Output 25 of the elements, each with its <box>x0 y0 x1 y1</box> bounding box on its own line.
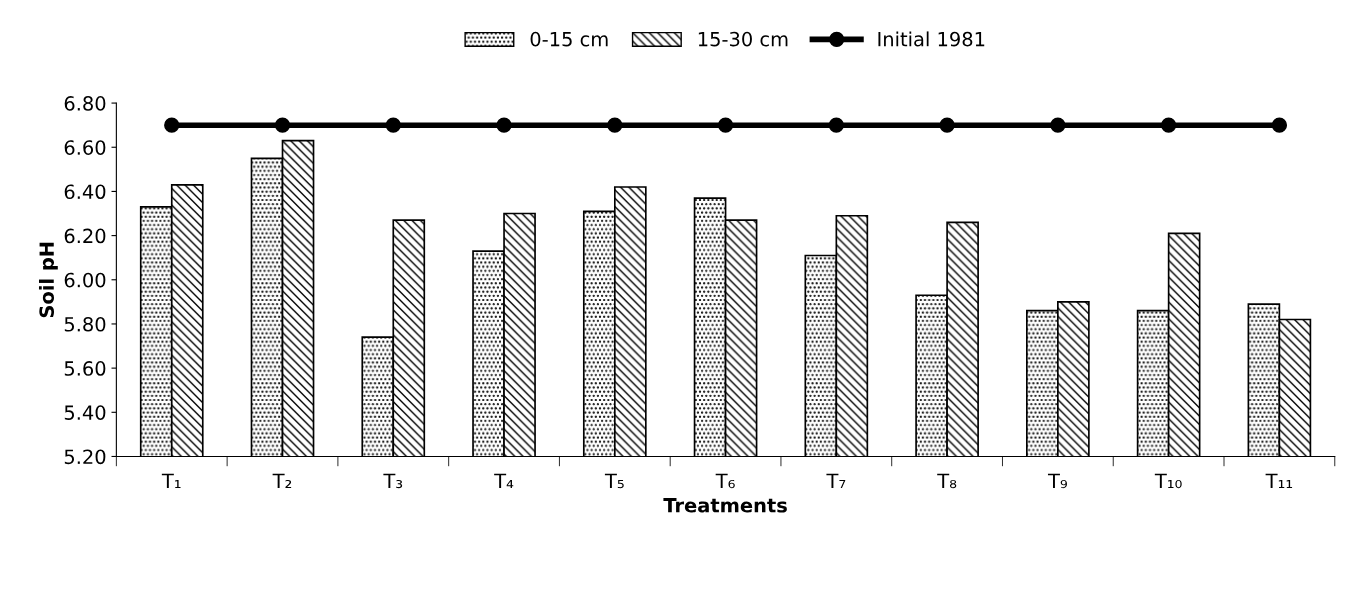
x-tick-label: T₃ <box>383 473 403 489</box>
y-tick-label: 6.00 <box>64 272 106 288</box>
y-tick-label: 6.60 <box>64 140 106 155</box>
x-tick-label: T₉ <box>1047 473 1067 489</box>
x-tick-label: T₈ <box>937 473 957 489</box>
legend-label: Initial 1981 <box>878 31 985 47</box>
x-tick-label: T₁ <box>161 473 181 488</box>
legend-label: 0-15 cm <box>530 31 608 47</box>
y-tick-label: 6.20 <box>64 228 106 244</box>
y-tick-label: 5.40 <box>64 405 106 420</box>
x-tick-label: T₁₁ <box>1265 473 1293 488</box>
y-tick-label: 5.80 <box>64 316 106 332</box>
y-tick-label: 5.20 <box>64 449 106 465</box>
y-tick-label: 6.80 <box>64 96 106 111</box>
x-tick-label: T₆ <box>715 473 735 489</box>
x-tick-label: T₇ <box>826 473 846 488</box>
legend-label: 15-30 cm <box>698 31 788 47</box>
y-tick-label: 5.60 <box>64 361 106 376</box>
y-tick-label: 6.40 <box>64 184 106 200</box>
x-tick-label: T₄ <box>494 473 514 488</box>
x-tick-label: T₅ <box>604 473 624 489</box>
x-tick-label: T₁₀ <box>1154 473 1182 489</box>
y-axis-title: Soil pH <box>38 242 58 318</box>
x-tick-label: T₂ <box>272 473 292 488</box>
x-axis-title: Treatments <box>663 498 787 513</box>
